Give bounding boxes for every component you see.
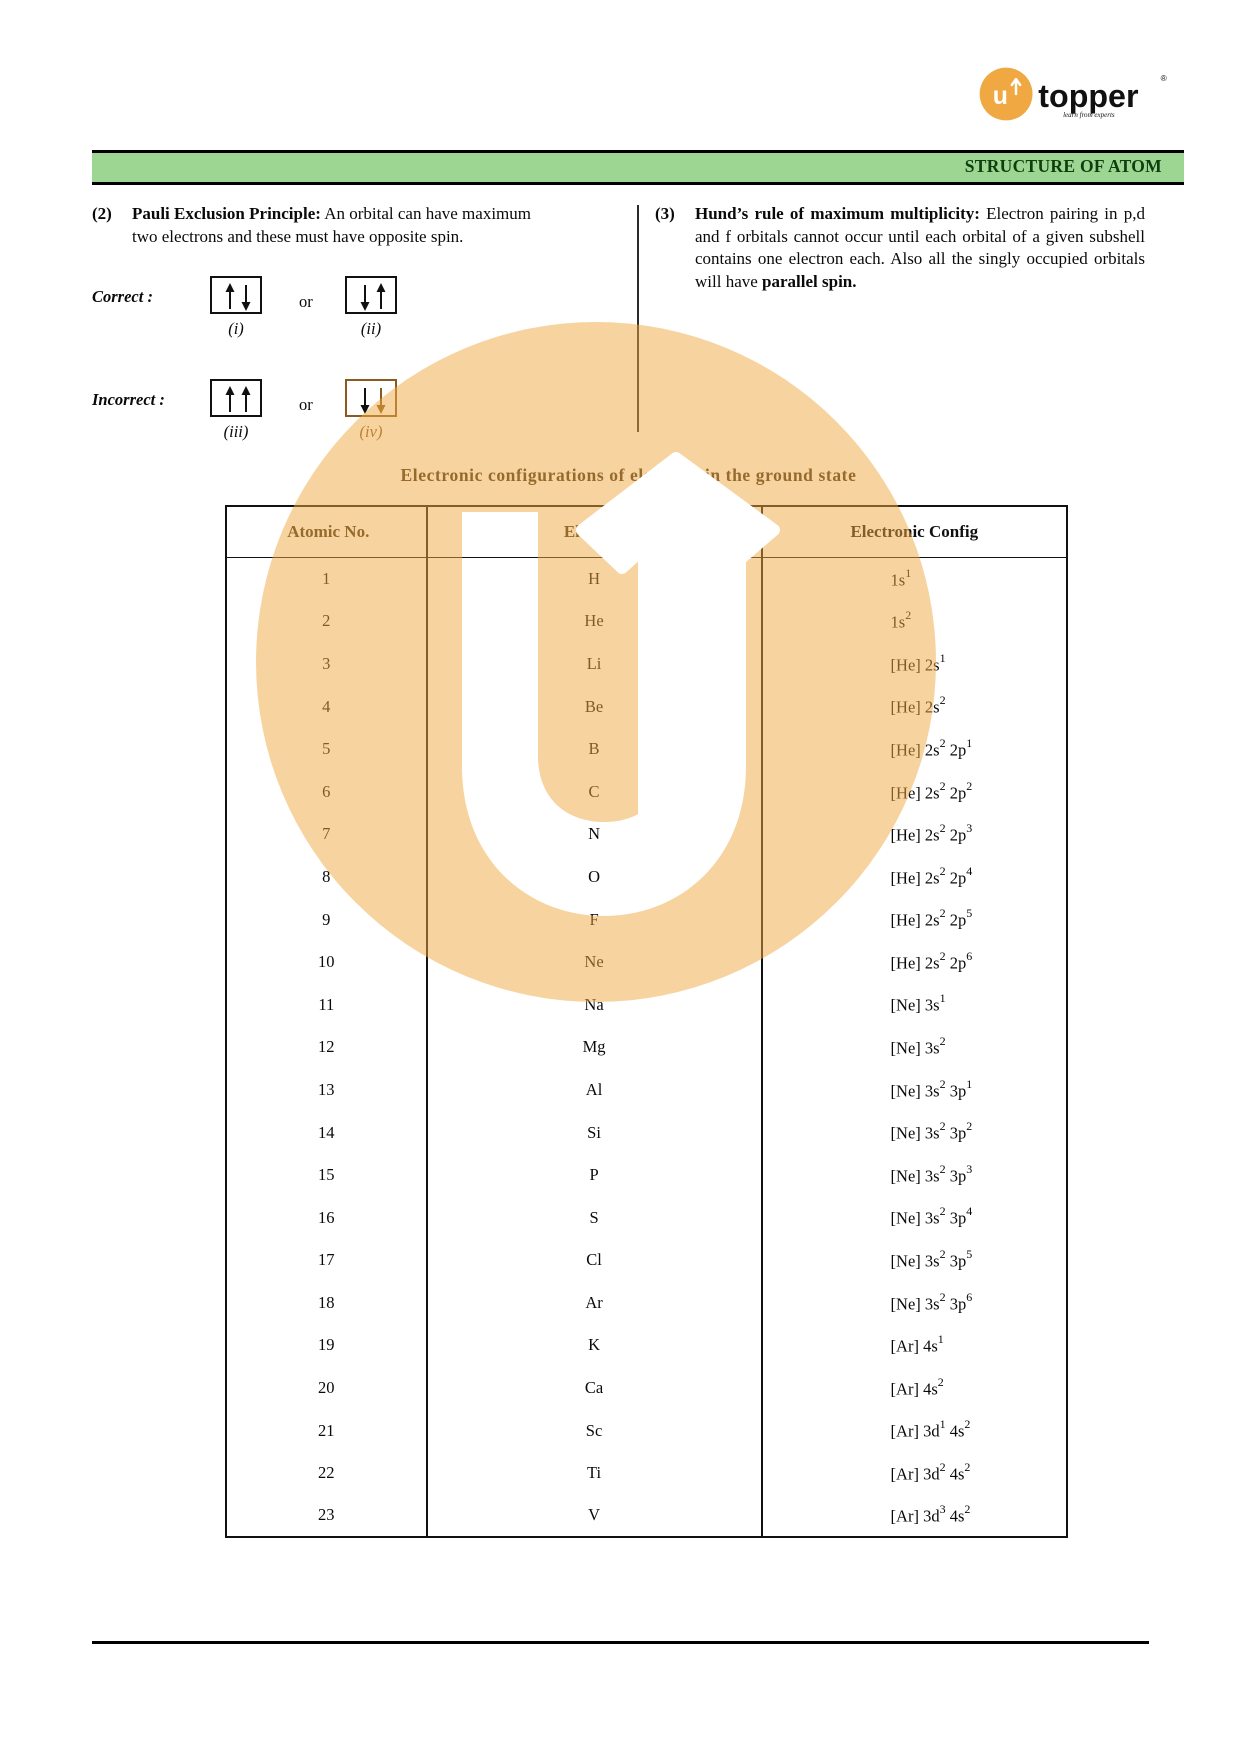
- svg-text:u: u: [993, 83, 1008, 110]
- svg-text:®: ®: [1161, 74, 1167, 83]
- svg-text:topper: topper: [1038, 78, 1139, 114]
- svg-text:learn from experts: learn from experts: [1063, 111, 1115, 119]
